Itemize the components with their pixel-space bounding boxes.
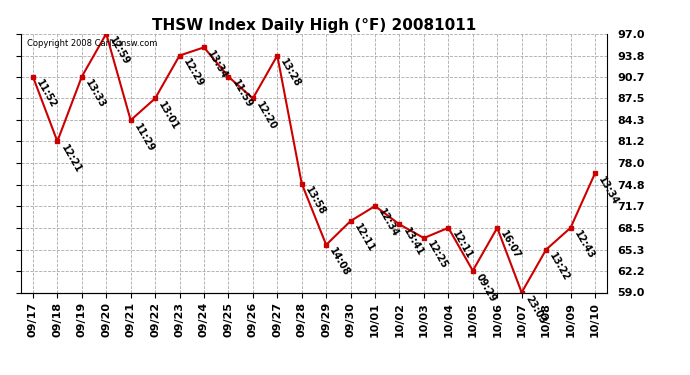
Text: 12:11: 12:11 — [450, 229, 474, 261]
Text: 13:33: 13:33 — [83, 78, 108, 110]
Text: 12:11: 12:11 — [352, 222, 376, 254]
Text: 12:29: 12:29 — [181, 57, 205, 89]
Text: 12:20: 12:20 — [254, 100, 278, 132]
Text: Copyright 2008 Carlsonsw.com: Copyright 2008 Carlsonsw.com — [26, 39, 157, 48]
Text: 13:58: 13:58 — [303, 185, 327, 217]
Title: THSW Index Daily High (°F) 20081011: THSW Index Daily High (°F) 20081011 — [152, 18, 476, 33]
Text: 13:34: 13:34 — [206, 49, 230, 81]
Text: 13:41: 13:41 — [401, 226, 425, 258]
Text: 12:34: 12:34 — [377, 207, 401, 239]
Text: 13:34: 13:34 — [596, 175, 620, 207]
Text: 12:21: 12:21 — [59, 143, 83, 175]
Text: 13:01: 13:01 — [157, 100, 181, 132]
Text: 11:59: 11:59 — [230, 78, 254, 110]
Text: 13:22: 13:22 — [547, 251, 571, 283]
Text: 23:03: 23:03 — [523, 294, 547, 326]
Text: 11:52: 11:52 — [34, 78, 59, 110]
Text: 11:29: 11:29 — [132, 122, 156, 153]
Text: 12:59: 12:59 — [108, 35, 132, 67]
Text: 13:28: 13:28 — [279, 57, 303, 89]
Text: 12:25: 12:25 — [425, 239, 449, 271]
Text: 14:08: 14:08 — [328, 246, 352, 278]
Text: 12:43: 12:43 — [572, 229, 596, 261]
Text: 09:29: 09:29 — [474, 272, 498, 304]
Text: 16:07: 16:07 — [499, 229, 523, 261]
